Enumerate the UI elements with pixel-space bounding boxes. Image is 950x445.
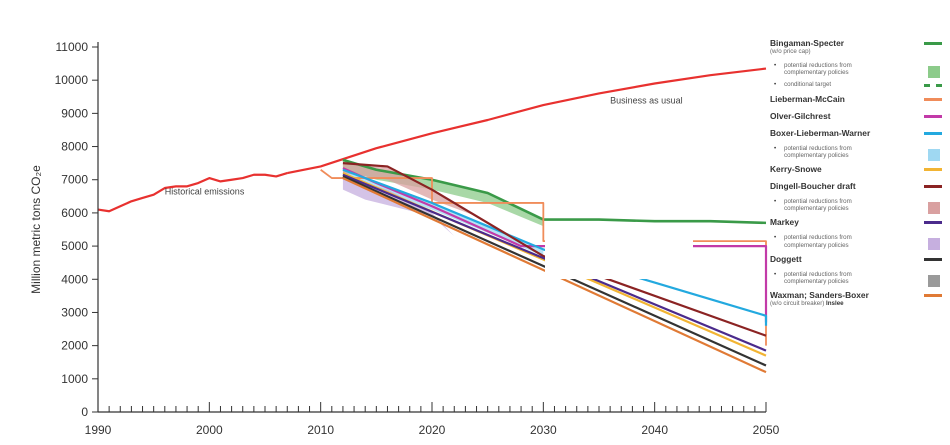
annotations: Historical emissions Business as usual [165, 95, 683, 196]
white-occlusion-box [545, 239, 693, 279]
x-tick-label: 1990 [85, 423, 112, 437]
y-tick-label: 2000 [61, 339, 88, 353]
y-tick-label: 9000 [61, 106, 88, 120]
legend-subtitle-text: (w/o circuit breaker) [770, 300, 825, 308]
y-tick-label: 7000 [61, 173, 88, 187]
legend-area-swatch [928, 202, 940, 215]
y-tick-label: 5000 [61, 239, 88, 253]
legend-line-swatch [924, 42, 942, 45]
legend-line-swatch [924, 131, 942, 135]
y-axis-label: Million metric tons CO₂e [29, 165, 43, 294]
legend-item: potential reductions from complementary … [770, 234, 948, 251]
legend-item: potential reductions from complementary … [770, 198, 948, 215]
y-tick-label: 3000 [61, 305, 88, 319]
legend-item-bullet: potential reductions from complementary … [770, 234, 879, 248]
legend-item-name: Markey [770, 217, 799, 228]
legend-item-bullet: potential reductions from complementary … [770, 62, 879, 76]
legend-area-swatch [928, 274, 940, 287]
x-tick-label: 2010 [307, 423, 334, 437]
legend-item-bullet: conditional target [770, 81, 879, 88]
series-line-business-as-usual [287, 67, 767, 175]
legend-item: Kerry-Snowe [770, 164, 948, 174]
legend-item: conditional target [770, 81, 948, 89]
legend-line-swatch [924, 168, 942, 172]
series-line-historical-emissions [97, 172, 288, 213]
series-lines [97, 67, 768, 374]
legend-line-swatch [924, 294, 942, 298]
legend: Bingaman-Specter(w/o price cap) potential… [770, 38, 948, 314]
annotation-label: Business as usual [610, 95, 683, 105]
legend-subtitle-text: (w/o price cap) [770, 48, 811, 55]
legend-item: Markey [770, 217, 948, 227]
y-tick-label: 11000 [56, 40, 89, 54]
legend-item-name: Olver-Gilchrest [770, 110, 831, 121]
legend-item-name: Kerry-Snowe [770, 164, 822, 175]
legend-item-name: Waxman; Sanders-Boxer [770, 290, 869, 301]
axes: 0 1000 2000 3000 4000 5000 6000 7000 8000 9000 100… [55, 40, 780, 437]
legend-item-bullet: potential reductions from complementary … [770, 271, 879, 285]
legend-item-name: Doggett [770, 253, 802, 264]
y-tick-label: 8000 [61, 140, 88, 154]
legend-line-swatch [924, 257, 942, 261]
y-tick-label: 6000 [61, 206, 88, 220]
y-tick-label: 4000 [61, 272, 88, 286]
x-tick-label: 2050 [753, 423, 780, 437]
legend-item: Doggett [770, 254, 948, 264]
legend-item-bullet: potential reductions from complementary … [770, 198, 879, 212]
legend-item-bullet: potential reductions from complementary … [770, 145, 879, 159]
series-line-dingell-boucher-draft [342, 162, 767, 337]
legend-item: Waxman; Sanders-Boxer (w/o circuit breake… [770, 290, 948, 307]
legend-item-name: Lieberman-McCain [770, 93, 845, 104]
legend-item: Olver-Gilchrest [770, 111, 948, 121]
legend-item: potential reductions from complementary … [770, 271, 948, 287]
legend-area-swatch [928, 66, 940, 78]
annotation-label: Historical emissions [165, 187, 245, 197]
legend-item-name: Bingaman-Specter [770, 38, 844, 48]
x-tick-label: 2020 [419, 423, 446, 437]
legend-item-subtitle: (w/o price cap) [770, 48, 948, 55]
y-tick-label: 10000 [55, 73, 89, 87]
y-tick-label: 0 [81, 405, 88, 419]
legend-item: potential reductions from complementary … [770, 62, 948, 78]
legend-area-swatch [928, 148, 940, 161]
legend-item-extra-name: Inslee [824, 300, 844, 308]
legend-line-swatch [924, 97, 942, 101]
legend-line-swatch [924, 114, 942, 118]
series-line-bingaman-specter [342, 158, 767, 225]
legend-item: Bingaman-Specter (w/o price cap) [770, 38, 948, 55]
legend-line-swatch [924, 221, 942, 225]
legend-item: Boxer-Lieberman-Warner [770, 128, 948, 138]
legend-dash-swatch [924, 84, 942, 88]
legend-item-name: Boxer-Lieberman-Warner [770, 127, 871, 138]
x-tick-label: 2040 [641, 423, 668, 437]
legend-item: Lieberman-McCain [770, 94, 948, 104]
y-tick-label: 1000 [61, 372, 88, 386]
legend-line-swatch [924, 185, 942, 189]
x-tick-label: 2000 [196, 423, 223, 437]
x-tick-label: 2030 [530, 423, 557, 437]
legend-area-swatch [928, 238, 940, 251]
legend-item: Dingell-Boucher draft [770, 181, 948, 191]
legend-item: potential reductions from complementary … [770, 145, 948, 161]
legend-item-name: Dingell-Boucher draft [770, 181, 856, 192]
legend-item-subtitle: (w/o circuit breaker) Inslee [770, 300, 948, 307]
